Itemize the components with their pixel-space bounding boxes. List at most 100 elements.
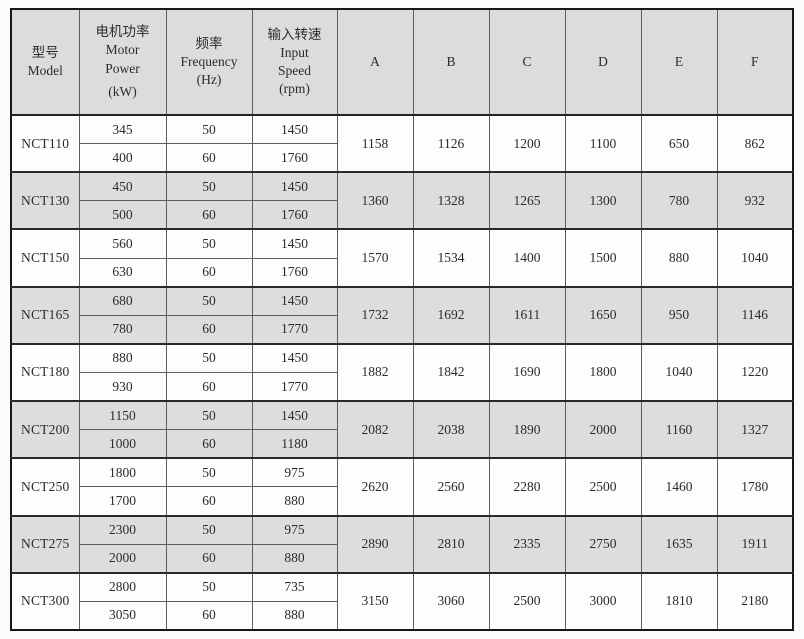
- power-cell: 345: [78, 114, 167, 145]
- table-header: 型号 Model 电机功率 Motor Power (kW) 频率 Frequency (Hz)…: [10, 8, 794, 116]
- power-cell: 680: [78, 285, 167, 316]
- dimension-f-cell: 1327: [716, 400, 794, 459]
- dimension-b-cell: 1126: [412, 113, 490, 173]
- power-cell: 1000: [78, 429, 167, 459]
- table-body: NCT110 345 50 1450 1158 1126 1200 1100 650 862 400…: [10, 113, 794, 631]
- dimension-a-cell: 2620: [336, 457, 414, 517]
- frequency-cell: 60: [165, 600, 253, 631]
- dimension-c-cell: 2335: [488, 514, 566, 574]
- dimension-e-cell: 1810: [640, 571, 718, 631]
- speed-cell: 1450: [251, 400, 338, 431]
- dimension-c-cell: 1890: [488, 400, 566, 459]
- dimension-d-cell: 2500: [564, 457, 642, 517]
- model-cell: NCT110: [10, 113, 80, 173]
- column-header-line: D: [598, 53, 608, 69]
- frequency-cell: 50: [165, 342, 253, 373]
- dimension-c-cell: 1611: [488, 285, 566, 345]
- column-header-line: Input: [280, 44, 309, 60]
- dimension-b-cell: 2810: [412, 514, 490, 574]
- speed-cell: 880: [251, 543, 338, 574]
- power-cell: 880: [78, 342, 167, 373]
- power-cell: 630: [78, 257, 167, 288]
- dimension-a-cell: 3150: [336, 571, 414, 631]
- dimension-d-cell: 1500: [564, 228, 642, 288]
- column-header-line: E: [674, 53, 684, 69]
- dimension-a-cell: 1732: [336, 285, 414, 345]
- model-cell: NCT300: [10, 571, 80, 631]
- speed-cell: 1770: [251, 314, 338, 345]
- speed-cell: 880: [251, 486, 338, 517]
- dimension-f-cell: 862: [716, 113, 794, 173]
- table-row-nct130-50hz: NCT130 450 50 1450 1360 1328 1265 1300 780 932: [10, 171, 794, 230]
- frequency-cell: 60: [165, 257, 253, 288]
- table-row-nct165-50hz: NCT165 680 50 1450 1732 1692 1611 1650 950 1146: [10, 285, 794, 345]
- column-header-line: Motor: [105, 42, 140, 58]
- dimension-e-cell: 1160: [640, 400, 718, 459]
- column-header-line: 电机功率: [95, 24, 150, 40]
- dimension-e-cell: 650: [640, 113, 718, 173]
- frequency-cell: 60: [165, 143, 253, 173]
- dimension-a-cell: 2890: [336, 514, 414, 574]
- speed-cell: 1760: [251, 257, 338, 288]
- model-cell: NCT250: [10, 457, 80, 517]
- column-header-line: B: [446, 53, 456, 69]
- speed-cell: 975: [251, 457, 338, 488]
- dimension-a-cell: 1158: [336, 113, 414, 173]
- power-cell: 400: [78, 143, 167, 173]
- power-cell: 3050: [78, 600, 167, 631]
- model-cell: NCT165: [10, 285, 80, 345]
- frequency-cell: 50: [165, 285, 253, 316]
- frequency-cell: 60: [165, 371, 253, 402]
- frequency-cell: 60: [165, 543, 253, 574]
- speed-cell: 1450: [251, 228, 338, 259]
- power-cell: 500: [78, 200, 167, 230]
- dimension-e-cell: 1460: [640, 457, 718, 517]
- dimension-b-cell: 1328: [412, 171, 490, 230]
- speed-cell: 735: [251, 571, 338, 602]
- dimension-f-cell: 1146: [716, 285, 794, 345]
- dimension-d-cell: 3000: [564, 571, 642, 631]
- table-row-nct300-60hz: 3050 60 880: [11, 600, 793, 631]
- dimension-a-cell: 1570: [336, 228, 414, 288]
- column-header-line: Power: [105, 60, 140, 76]
- model-cell: NCT180: [10, 342, 80, 402]
- dimension-f-cell: 1780: [716, 457, 794, 517]
- column-header-line: A: [370, 53, 380, 69]
- dimension-d-cell: 1100: [564, 113, 642, 173]
- frequency-cell: 50: [165, 114, 253, 145]
- dimension-e-cell: 780: [640, 171, 718, 230]
- speed-cell: 975: [251, 514, 338, 545]
- frequency-cell: 50: [165, 400, 253, 431]
- power-cell: 930: [78, 371, 167, 402]
- dimension-c-cell: 1400: [488, 228, 566, 288]
- table-row-nct180-50hz: NCT180 880 50 1450 1882 1842 1690 1800 1040 1220: [10, 342, 794, 402]
- frequency-cell: 60: [165, 486, 253, 517]
- table-row-nct110-60hz: 400 60 1760: [11, 143, 793, 173]
- dimension-c-cell: 1200: [488, 113, 566, 173]
- dimension-a-cell: 1882: [336, 342, 414, 402]
- frequency-cell: 60: [165, 200, 253, 230]
- dimension-b-cell: 3060: [412, 571, 490, 631]
- table-row-nct130-60hz: 500 60 1760: [11, 200, 793, 230]
- table-row-nct200-50hz: NCT200 1150 50 1450 2082 2038 1890 2000 1160 1327: [10, 400, 794, 459]
- column-header-line: 频率: [195, 35, 223, 51]
- column-header-line: (Hz): [196, 72, 222, 88]
- power-cell: 560: [78, 228, 167, 259]
- power-cell: 2300: [78, 514, 167, 545]
- column-header-e: E: [640, 8, 718, 116]
- dimension-b-cell: 1842: [412, 342, 490, 402]
- power-cell: 1800: [78, 457, 167, 488]
- dimension-b-cell: 1534: [412, 228, 490, 288]
- dimension-d-cell: 2750: [564, 514, 642, 574]
- dimension-c-cell: 2280: [488, 457, 566, 517]
- power-cell: 450: [78, 171, 167, 202]
- speed-cell: 1770: [251, 371, 338, 402]
- table-row-nct150-60hz: 630 60 1760: [11, 257, 793, 288]
- column-header-line: 输入转速: [267, 26, 322, 42]
- table-row-nct180-60hz: 930 60 1770: [11, 371, 793, 402]
- power-cell: 1150: [78, 400, 167, 431]
- table-row-nct275-50hz: NCT275 2300 50 975 2890 2810 2335 2750 1635 1911: [10, 514, 794, 574]
- dimension-b-cell: 1692: [412, 285, 490, 345]
- table-row-nct275-60hz: 2000 60 880: [11, 543, 793, 574]
- dimension-b-cell: 2038: [412, 400, 490, 459]
